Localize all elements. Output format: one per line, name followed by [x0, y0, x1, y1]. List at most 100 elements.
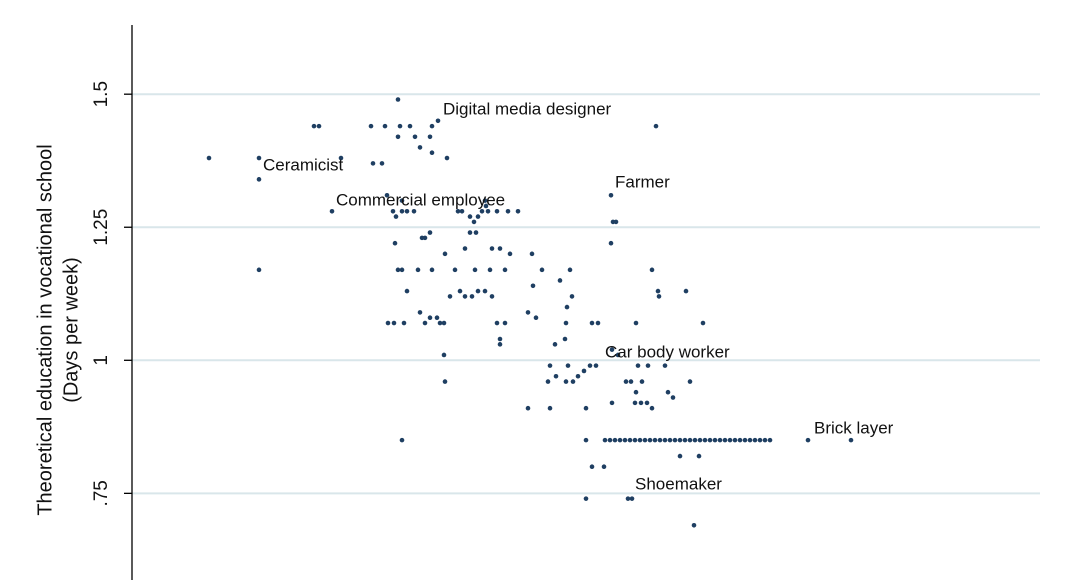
point	[368, 123, 374, 129]
point	[581, 368, 587, 374]
point	[206, 155, 212, 161]
point	[628, 379, 634, 384]
point	[393, 214, 399, 219]
point	[691, 522, 697, 528]
point	[647, 437, 653, 443]
point	[417, 310, 423, 315]
point	[404, 288, 410, 294]
point	[645, 363, 651, 368]
point	[608, 240, 614, 246]
point	[557, 278, 563, 283]
point	[609, 347, 615, 352]
point	[437, 320, 443, 326]
point	[455, 208, 461, 214]
y-axis-subtitle: (Days per week)	[60, 257, 82, 403]
point	[411, 208, 417, 214]
point	[457, 288, 463, 294]
point	[757, 437, 763, 443]
point	[587, 363, 593, 368]
point	[316, 123, 322, 129]
point	[635, 363, 641, 368]
point	[525, 310, 531, 315]
point	[404, 208, 410, 214]
point	[444, 155, 450, 161]
point	[329, 208, 335, 214]
point	[672, 437, 678, 443]
point	[390, 208, 396, 214]
point	[682, 437, 688, 443]
grid	[132, 93, 1040, 495]
point	[655, 288, 661, 294]
point	[589, 320, 595, 326]
annotation: Shoemaker	[635, 474, 722, 493]
point	[563, 379, 569, 384]
point	[662, 437, 668, 443]
point	[601, 464, 607, 470]
point	[415, 267, 421, 273]
point	[338, 155, 344, 161]
point	[575, 373, 581, 379]
point	[595, 320, 601, 326]
point	[617, 437, 623, 443]
point	[632, 400, 638, 406]
point	[467, 214, 473, 219]
point	[462, 246, 468, 251]
point	[547, 363, 553, 368]
point	[434, 315, 440, 321]
point	[667, 437, 673, 443]
y-tick-label: .75	[91, 480, 112, 506]
point	[762, 437, 768, 443]
point	[545, 379, 551, 384]
point	[399, 437, 405, 443]
point	[607, 437, 613, 443]
point	[612, 437, 618, 443]
point	[429, 150, 435, 156]
point	[565, 363, 571, 368]
point	[570, 379, 576, 384]
point	[683, 288, 689, 294]
point	[848, 437, 854, 443]
point	[530, 283, 536, 289]
point	[392, 240, 398, 246]
point	[742, 437, 748, 443]
point	[702, 437, 708, 443]
point	[732, 437, 738, 443]
point	[653, 123, 659, 129]
point	[627, 437, 633, 443]
point	[469, 294, 475, 299]
point	[622, 437, 628, 443]
point	[539, 267, 545, 273]
point	[637, 437, 643, 443]
point	[475, 288, 481, 294]
point	[452, 267, 458, 273]
point	[473, 230, 479, 235]
point	[485, 208, 491, 214]
point	[629, 496, 635, 501]
point	[256, 155, 262, 161]
point	[397, 123, 403, 129]
point	[564, 304, 570, 310]
point	[553, 373, 559, 379]
point	[662, 363, 668, 368]
point	[489, 246, 495, 251]
point	[502, 320, 508, 326]
point	[529, 251, 535, 257]
point	[712, 437, 718, 443]
point	[567, 267, 573, 273]
point	[435, 118, 441, 124]
point	[412, 134, 418, 140]
point	[583, 405, 589, 411]
point	[547, 405, 553, 411]
point	[471, 219, 477, 225]
point	[583, 496, 589, 501]
point	[395, 267, 401, 273]
point	[602, 437, 608, 443]
y-tick-label: 1.5	[91, 81, 112, 107]
point	[399, 198, 405, 203]
point	[515, 208, 521, 214]
point	[407, 123, 413, 129]
point	[507, 251, 513, 257]
point	[401, 320, 407, 326]
point	[422, 320, 428, 326]
